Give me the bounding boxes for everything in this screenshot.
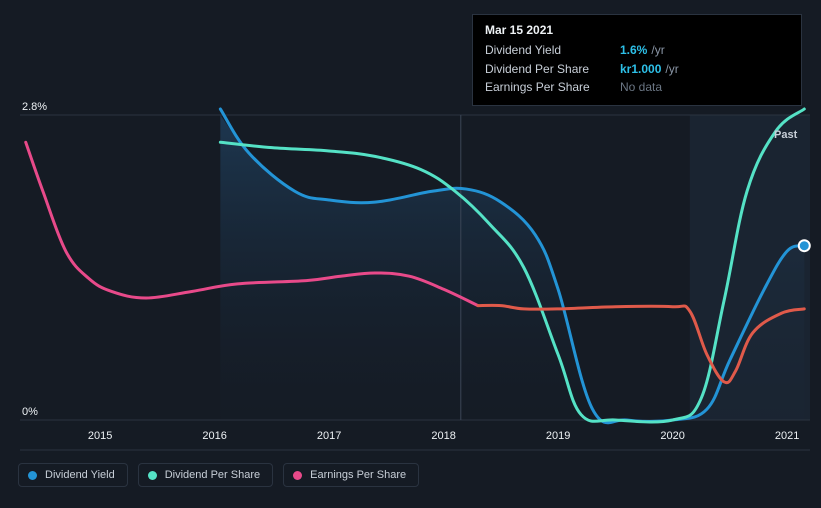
tooltip-value: kr1.000 bbox=[620, 60, 661, 79]
tooltip-label: Dividend Per Share bbox=[485, 60, 620, 79]
legend-item-earnings-per-share[interactable]: Earnings Per Share bbox=[283, 463, 419, 487]
x-axis-tick-label: 2019 bbox=[546, 430, 570, 442]
legend-label: Earnings Per Share bbox=[310, 469, 406, 481]
legend-dot-icon bbox=[293, 471, 302, 480]
x-axis-tick-label: 2021 bbox=[775, 430, 799, 442]
y-axis-tick-label: 0% bbox=[22, 406, 38, 418]
x-axis-tick-label: 2020 bbox=[660, 430, 684, 442]
x-axis-tick-label: 2015 bbox=[88, 430, 112, 442]
legend-label: Dividend Per Share bbox=[165, 469, 260, 481]
tooltip-row: Earnings Per Share No data bbox=[485, 78, 789, 97]
tooltip-unit: /yr bbox=[651, 41, 664, 60]
x-axis-tick-label: 2018 bbox=[431, 430, 455, 442]
legend-label: Dividend Yield bbox=[45, 469, 115, 481]
tooltip-label: Earnings Per Share bbox=[485, 78, 620, 97]
tooltip-row: Dividend Per Share kr1.000 /yr bbox=[485, 60, 789, 79]
legend-dot-icon bbox=[148, 471, 157, 480]
dividend-chart: Mar 15 2021 Dividend Yield 1.6% /yr Divi… bbox=[0, 0, 821, 508]
legend-item-dividend-per-share[interactable]: Dividend Per Share bbox=[138, 463, 273, 487]
tooltip-unit: /yr bbox=[665, 60, 678, 79]
tooltip-row: Dividend Yield 1.6% /yr bbox=[485, 41, 789, 60]
legend-item-dividend-yield[interactable]: Dividend Yield bbox=[18, 463, 128, 487]
tooltip-nodata: No data bbox=[620, 78, 662, 97]
tooltip-date: Mar 15 2021 bbox=[485, 23, 789, 37]
past-region-label: Past bbox=[774, 129, 797, 141]
chart-tooltip: Mar 15 2021 Dividend Yield 1.6% /yr Divi… bbox=[472, 14, 802, 106]
tooltip-label: Dividend Yield bbox=[485, 41, 620, 60]
x-axis-tick-label: 2017 bbox=[317, 430, 341, 442]
tooltip-value: 1.6% bbox=[620, 41, 647, 60]
x-axis-tick-label: 2016 bbox=[202, 430, 226, 442]
legend-dot-icon bbox=[28, 471, 37, 480]
chart-legend: Dividend Yield Dividend Per Share Earnin… bbox=[18, 463, 419, 487]
y-axis-tick-label: 2.8% bbox=[22, 101, 47, 113]
